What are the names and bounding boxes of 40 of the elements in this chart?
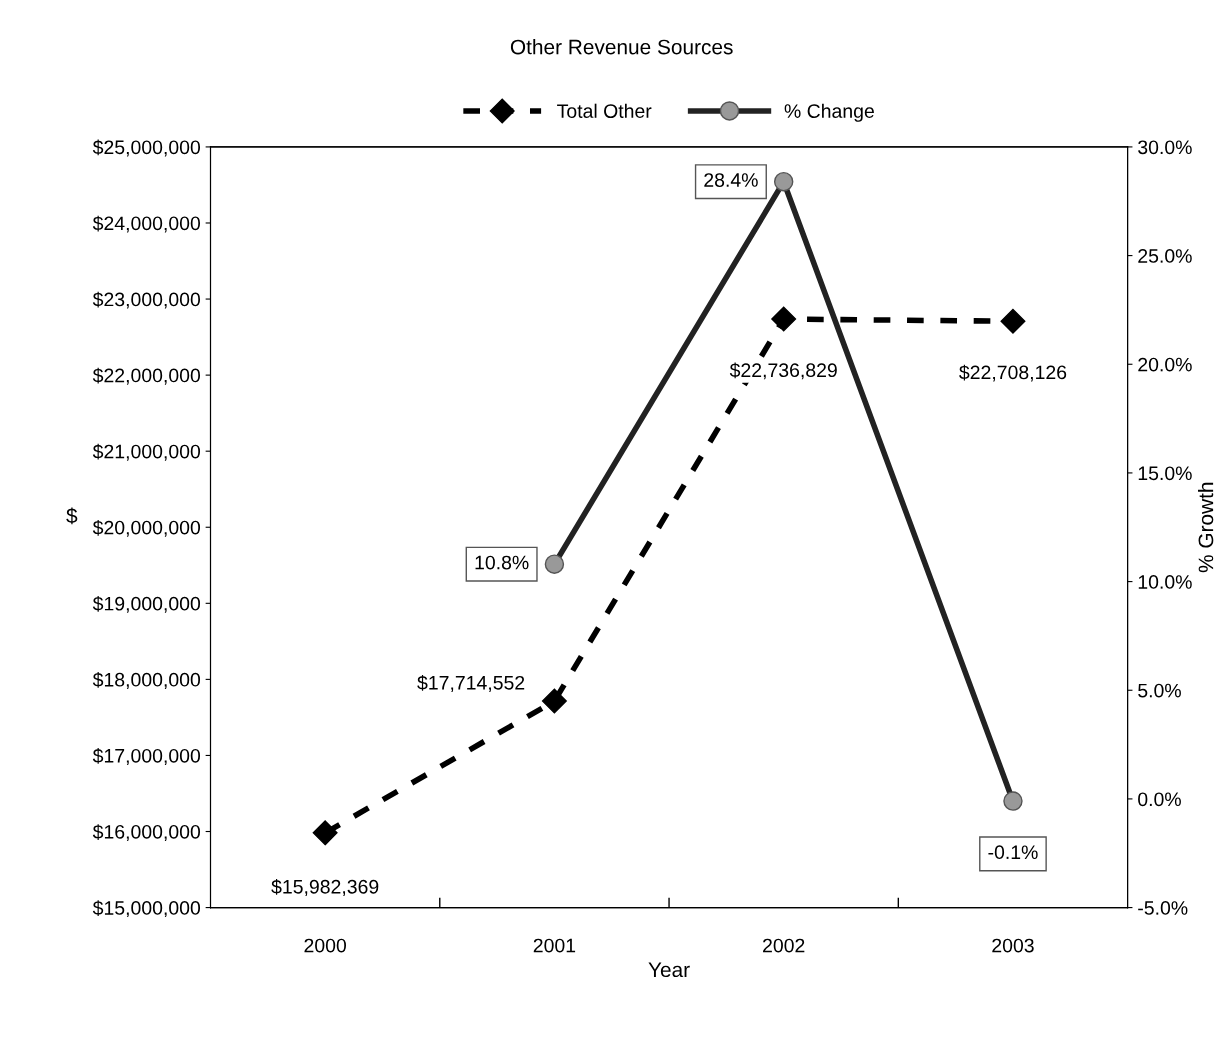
- y-tick-label: $22,000,000: [92, 367, 201, 385]
- data-label: $22,708,126: [959, 364, 1067, 382]
- x-axis-title: Year: [648, 962, 690, 978]
- data-label: -0.1%: [988, 845, 1038, 860]
- legend-label: % Change: [784, 103, 874, 122]
- y2-axis-title: % Growth: [1198, 482, 1214, 573]
- y2-tick-label: 15.0%: [1138, 466, 1192, 481]
- y-tick-label: $21,000,000: [92, 443, 201, 461]
- data-label: $22,736,829: [729, 362, 837, 380]
- data-label: 10.8%: [475, 555, 529, 570]
- y-tick-label: $15,000,000: [92, 900, 201, 918]
- y2-tick-label: 10.0%: [1138, 575, 1192, 589]
- x-tick-label: 2001: [533, 938, 576, 953]
- y-tick-label: $25,000,000: [92, 139, 201, 157]
- y2-tick-label: 20.0%: [1138, 357, 1192, 372]
- y2-tick-label: 0.0%: [1138, 792, 1181, 807]
- y-tick-label: $19,000,000: [92, 595, 201, 613]
- data-label: $17,714,552: [417, 675, 525, 692]
- chart-title: Other Revenue Sources: [510, 39, 733, 55]
- y2-tick-label: 25.0%: [1138, 249, 1192, 263]
- y-tick-label: $17,000,000: [92, 748, 201, 765]
- x-tick-label: 2000: [304, 938, 347, 953]
- y-tick-label: $18,000,000: [92, 672, 201, 689]
- y-axis-title: $: [66, 507, 78, 525]
- x-tick-label: 2002: [763, 938, 805, 953]
- y-tick-label: $16,000,000: [92, 824, 201, 842]
- point: [1000, 308, 1026, 334]
- point: [771, 306, 797, 332]
- y2-tick-label: -5.0%: [1138, 901, 1188, 915]
- y-tick-label: $24,000,000: [92, 215, 201, 233]
- legend-label: Total Other: [557, 103, 652, 118]
- data-label: 28.4%: [704, 173, 758, 187]
- point: [541, 688, 567, 714]
- y2-tick-label: 30.0%: [1138, 140, 1192, 155]
- point: [312, 820, 338, 846]
- data-label: $15,982,369: [271, 879, 379, 896]
- x-tick-label: 2003: [992, 938, 1034, 953]
- y-tick-label: $20,000,000: [92, 519, 201, 537]
- y-tick-label: $23,000,000: [92, 291, 201, 309]
- y2-tick-label: 5.0%: [1138, 683, 1181, 698]
